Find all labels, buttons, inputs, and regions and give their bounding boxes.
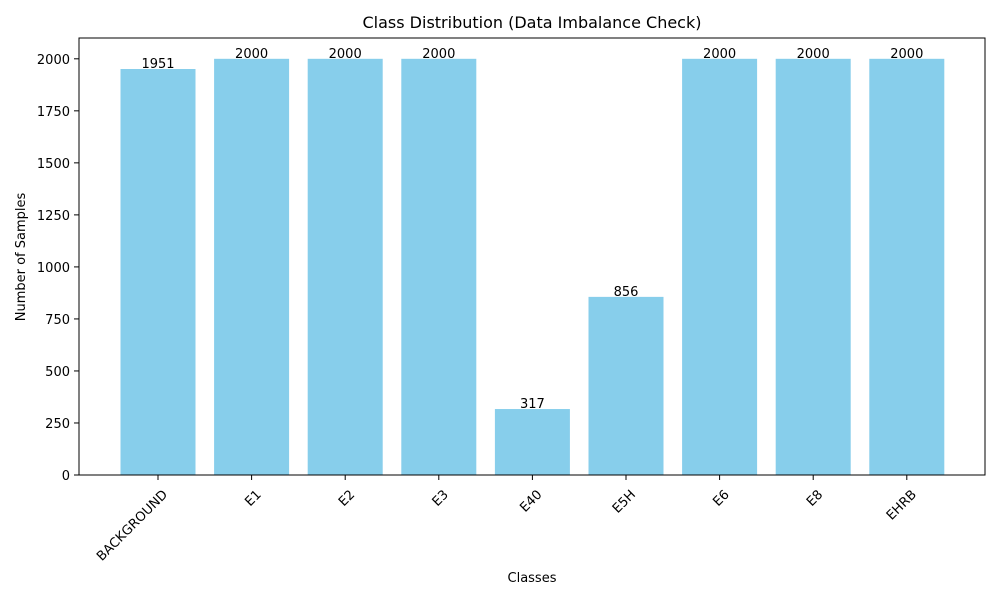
y-tick-label: 250 [45,417,70,432]
data-label-ehrb: 2000 [890,47,923,62]
y-tick-label: 750 [45,313,70,328]
x-tick-label-e2: E2 [336,487,358,509]
y-tick-label: 1500 [37,157,70,172]
chart-title: Class Distribution (Data Imbalance Check… [363,13,702,32]
y-tick-label: 1250 [37,209,70,224]
y-axis-label: Number of Samples [14,193,29,322]
x-tick-label-e8: E8 [804,487,826,509]
x-axis-label: Classes [508,571,557,586]
x-tick-label-background: BACKGROUND [94,487,171,564]
data-label-e5h: 856 [614,285,639,300]
data-label-e2: 2000 [329,47,362,62]
data-label-e6: 2000 [703,47,736,62]
bar-e3 [401,58,477,476]
bar-e2 [307,58,383,476]
y-axis: 0 250 500 750 1000 1250 1500 1750 2000 [37,53,79,484]
y-tick-label: 500 [45,365,70,380]
bar-e6 [682,58,758,476]
x-tick-label-e1: E1 [242,487,264,509]
data-label-background: 1951 [141,57,174,72]
plot-frame [78,37,986,476]
y-tick-label: 2000 [37,53,70,68]
data-label-e1: 2000 [235,47,268,62]
y-tick-label: 1000 [37,261,70,276]
x-tick-label-e40: E40 [517,487,545,515]
x-tick-label-e3: E3 [430,487,452,509]
data-label-e8: 2000 [797,47,830,62]
bar-background [120,69,196,475]
data-label-e3: 2000 [422,47,455,62]
bar-e1 [214,58,290,476]
y-tick-label: 1750 [37,105,70,120]
bar-e5h [588,296,664,475]
y-tick-label: 0 [62,469,70,484]
x-axis: BACKGROUND E1 E2 E3 E40 E5H E6 E8 EHRB [94,475,920,564]
x-tick-label-e5h: E5H [610,487,639,516]
x-tick-label-e6: E6 [710,487,732,509]
bar-ehrb [869,58,945,476]
bars-group [120,58,945,476]
data-label-e40: 317 [520,397,545,412]
x-tick-label-ehrb: EHRB [884,487,920,523]
bar-e40 [494,409,570,475]
data-labels-group: 1951 2000 2000 2000 317 856 2000 2000 2000 [141,47,923,412]
bar-e8 [775,58,851,476]
